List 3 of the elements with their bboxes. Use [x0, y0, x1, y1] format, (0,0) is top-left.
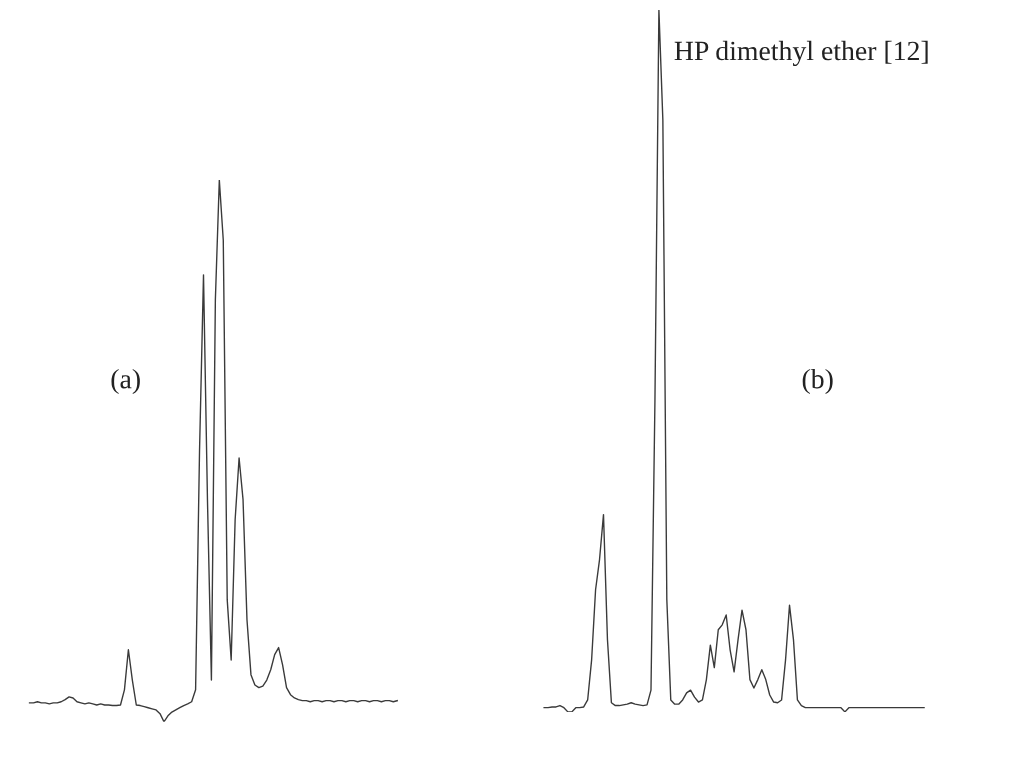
annotation: (a) [111, 368, 140, 395]
annotation: (b) [802, 368, 833, 395]
annotation: HP dimethyl ether [12] [674, 40, 928, 67]
